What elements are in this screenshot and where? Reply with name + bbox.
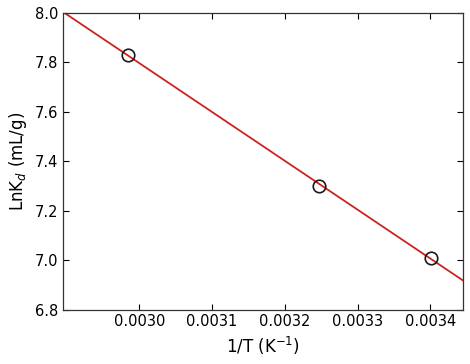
X-axis label: 1/T (K$^{-1}$): 1/T (K$^{-1}$): [226, 335, 300, 357]
Y-axis label: LnK$_d$ (mL/g): LnK$_d$ (mL/g): [7, 112, 29, 211]
